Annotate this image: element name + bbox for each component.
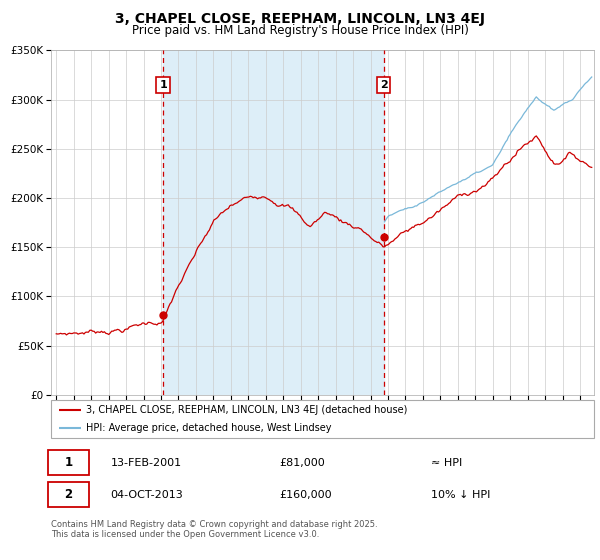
Text: Contains HM Land Registry data © Crown copyright and database right 2025.
This d: Contains HM Land Registry data © Crown c…: [51, 520, 377, 539]
Text: 10% ↓ HPI: 10% ↓ HPI: [431, 489, 490, 500]
Text: 3, CHAPEL CLOSE, REEPHAM, LINCOLN, LN3 4EJ: 3, CHAPEL CLOSE, REEPHAM, LINCOLN, LN3 4…: [115, 12, 485, 26]
Text: 04-OCT-2013: 04-OCT-2013: [111, 489, 184, 500]
Text: £81,000: £81,000: [279, 458, 325, 468]
FancyBboxPatch shape: [48, 450, 89, 475]
Text: £160,000: £160,000: [279, 489, 332, 500]
Text: 1: 1: [65, 456, 73, 469]
Text: Price paid vs. HM Land Registry's House Price Index (HPI): Price paid vs. HM Land Registry's House …: [131, 24, 469, 36]
FancyBboxPatch shape: [51, 400, 594, 438]
Bar: [163, 50, 384, 395]
FancyBboxPatch shape: [48, 482, 89, 507]
Text: 3, CHAPEL CLOSE, REEPHAM, LINCOLN, LN3 4EJ (detached house): 3, CHAPEL CLOSE, REEPHAM, LINCOLN, LN3 4…: [86, 405, 407, 415]
Text: 13-FEB-2001: 13-FEB-2001: [111, 458, 182, 468]
Text: 2: 2: [65, 488, 73, 501]
Text: ≈ HPI: ≈ HPI: [431, 458, 463, 468]
Text: 1: 1: [159, 80, 167, 90]
Text: 2: 2: [380, 80, 388, 90]
Text: HPI: Average price, detached house, West Lindsey: HPI: Average price, detached house, West…: [86, 423, 332, 433]
